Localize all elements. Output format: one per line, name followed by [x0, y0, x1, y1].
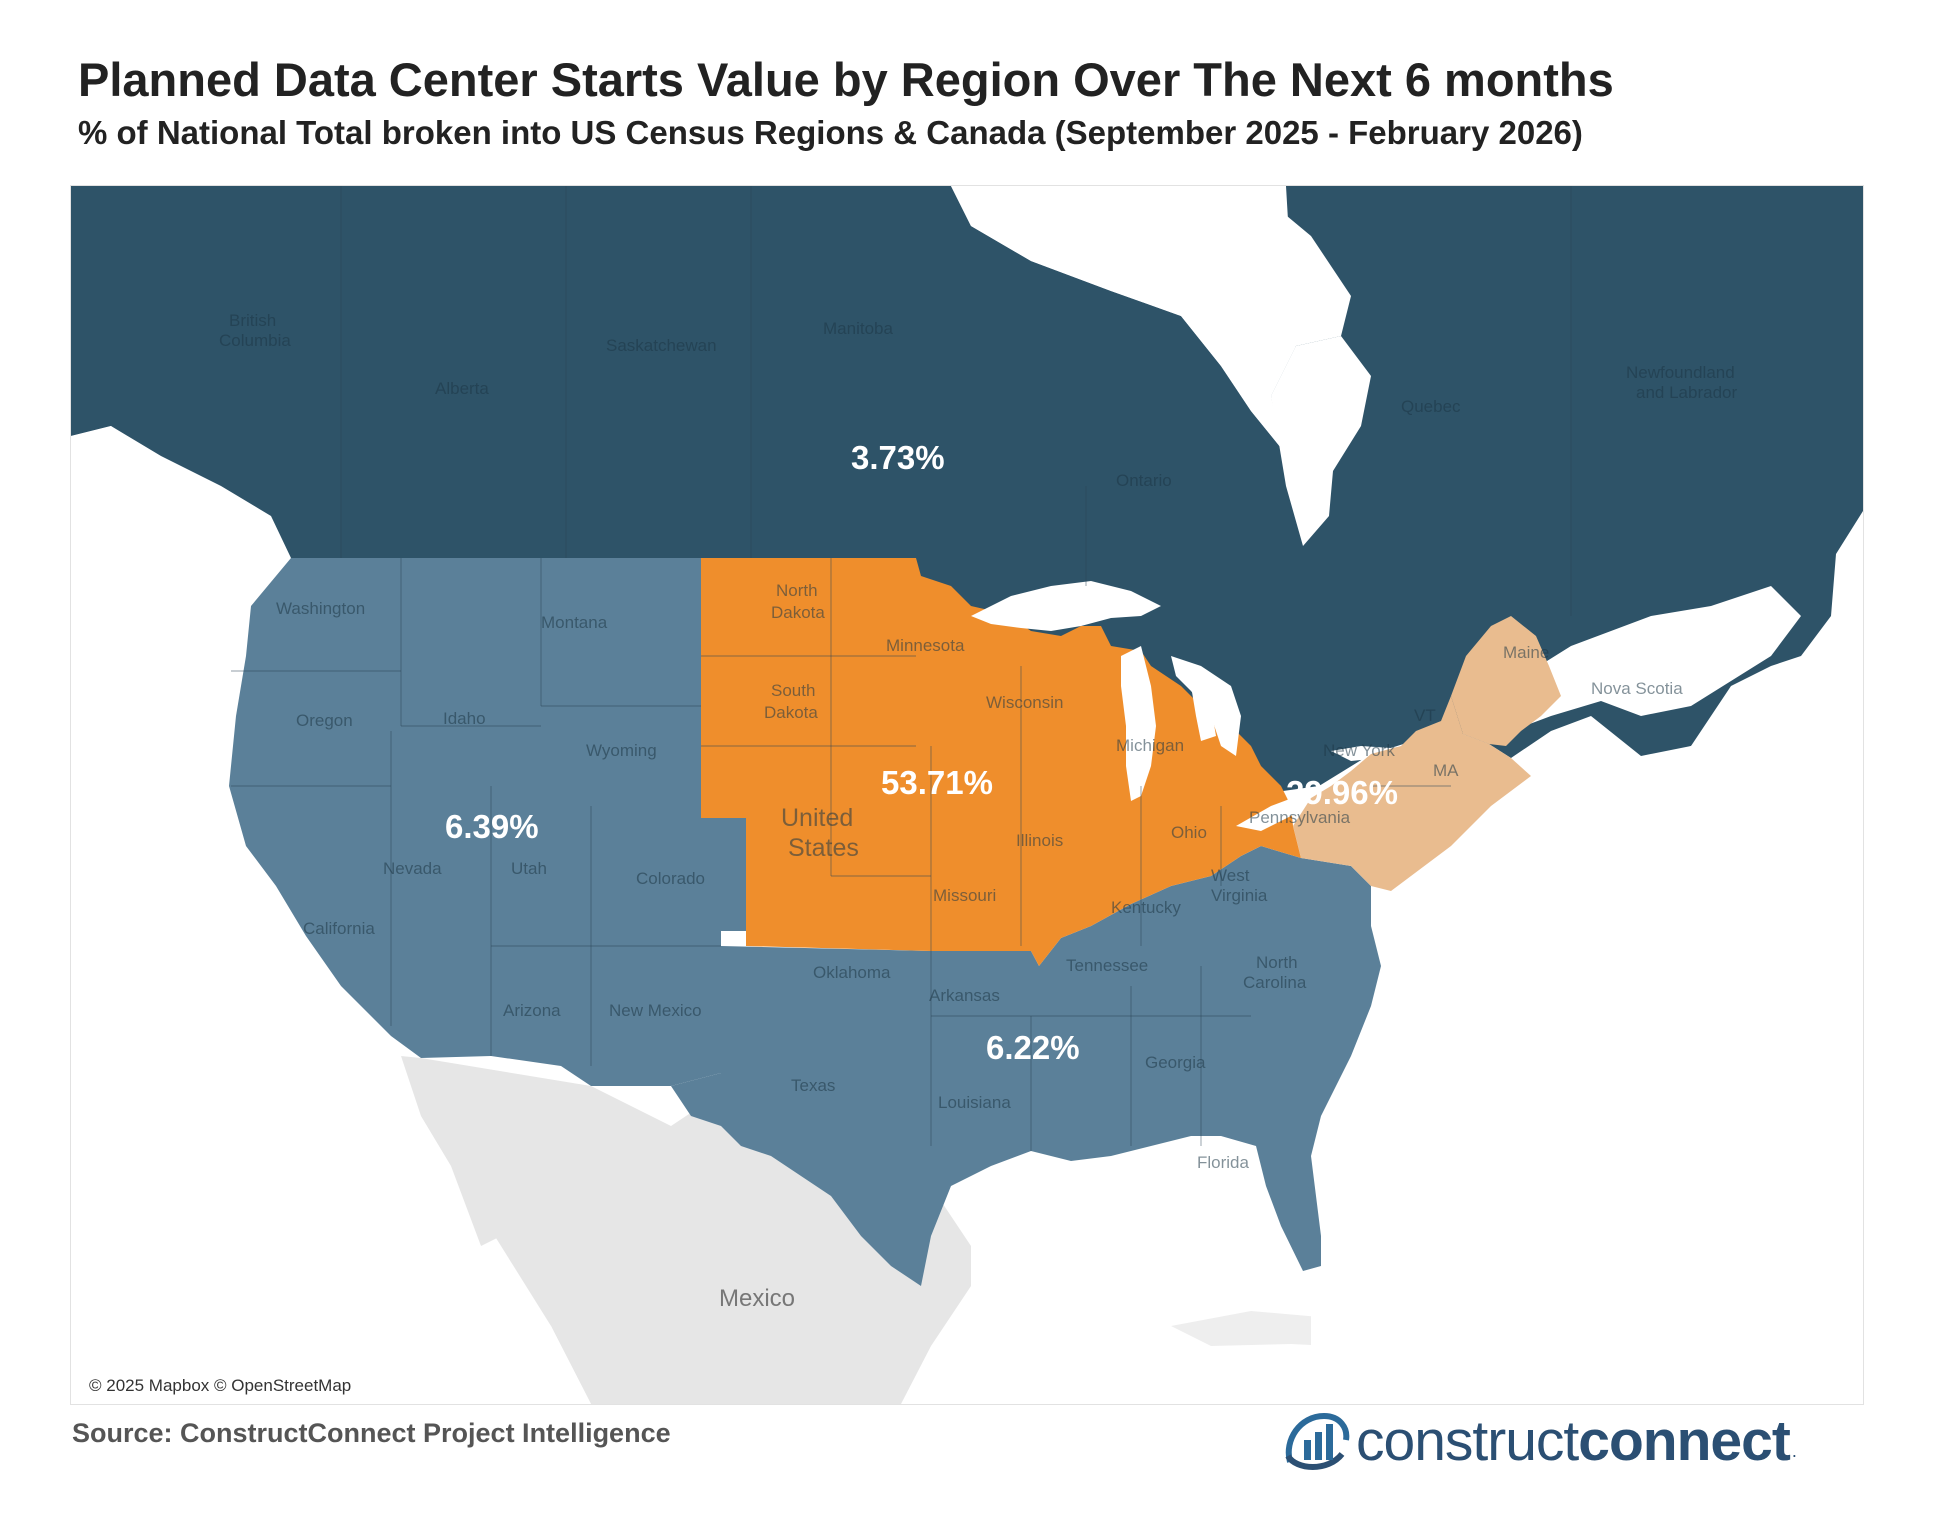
label-ohio: Ohio [1171, 823, 1207, 842]
lake-michigan [1121, 646, 1156, 801]
label-north-carolina-1: North [1256, 953, 1298, 972]
james-bay [1271, 336, 1371, 546]
region-midwest[interactable] [701, 558, 1301, 966]
atlantic-ocean [1311, 676, 1863, 1404]
label-arkansas: Arkansas [929, 986, 1000, 1005]
label-united-states-2: States [788, 834, 859, 862]
gulf-st-lawrence [1491, 586, 1801, 731]
label-british-columbia-2: Columbia [219, 331, 291, 350]
label-south-dakota-2: Dakota [764, 703, 818, 722]
label-missouri: Missouri [933, 886, 996, 905]
label-wyoming: Wyoming [586, 741, 657, 760]
label-california: California [303, 919, 375, 938]
label-new-york: New York [1323, 741, 1395, 760]
label-arizona: Arizona [503, 1001, 561, 1020]
region-west[interactable] [229, 558, 746, 1086]
source-note: Source: ConstructConnect Project Intelli… [72, 1418, 671, 1448]
label-colorado: Colorado [636, 869, 705, 888]
label-minnesota: Minnesota [886, 636, 965, 655]
label-saskatchewan: Saskatchewan [606, 336, 717, 355]
label-pennsylvania: Pennsylvania [1249, 808, 1351, 827]
lake-erie [1236, 786, 1331, 831]
constructconnect-logo: construct connect . [1282, 1406, 1797, 1476]
label-texas: Texas [791, 1076, 835, 1095]
label-wisconsin: Wisconsin [986, 693, 1063, 712]
label-north-carolina-2: Carolina [1243, 973, 1307, 992]
label-florida: Florida [1197, 1153, 1250, 1172]
region-northeast[interactable] [1293, 696, 1531, 891]
label-idaho: Idaho [443, 709, 486, 728]
map-panel[interactable]: British Columbia Alberta Saskatchewan Ma… [70, 185, 1864, 1405]
label-illinois: Illinois [1016, 831, 1063, 850]
region-canada[interactable] [71, 186, 1863, 846]
place-labels: British Columbia Alberta Saskatchewan Ma… [219, 311, 1737, 1312]
label-tennessee: Tennessee [1066, 956, 1148, 975]
maine-shape [1451, 616, 1561, 746]
label-oklahoma: Oklahoma [813, 963, 891, 982]
label-georgia: Georgia [1145, 1053, 1206, 1072]
map-attribution[interactable]: © 2025 Mapbox © OpenStreetMap [85, 1376, 356, 1396]
logo-text-construct: construct [1356, 1409, 1579, 1473]
logo-dot: . [1791, 1441, 1797, 1461]
label-washington: Washington [276, 599, 365, 618]
label-new-mexico: New Mexico [609, 1001, 702, 1020]
label-nevada: Nevada [383, 859, 442, 878]
label-ma: MA [1433, 761, 1459, 780]
chart-title: Planned Data Center Starts Value by Regi… [78, 53, 1614, 106]
pct-label-west: 6.39% [445, 808, 539, 845]
label-montana: Montana [541, 613, 608, 632]
label-north-dakota-2: Dakota [771, 603, 825, 622]
label-west-virginia-1: West [1211, 866, 1250, 885]
label-quebec: Quebec [1401, 397, 1461, 416]
label-british-columbia-1: British [229, 311, 276, 330]
label-north-dakota-1: North [776, 581, 818, 600]
label-ontario: Ontario [1116, 471, 1172, 490]
chart-subtitle: % of National Total broken into US Censu… [78, 114, 1583, 151]
pct-label-south: 6.22% [986, 1029, 1080, 1066]
region-map[interactable]: British Columbia Alberta Saskatchewan Ma… [71, 186, 1863, 1404]
percentage-labels: 3.73% 53.71% 29.96% 6.39% 6.22% [445, 439, 1398, 1066]
pct-label-canada: 3.73% [851, 439, 945, 476]
label-south-dakota-1: South [771, 681, 815, 700]
pacific-ocean [71, 426, 591, 1404]
pct-label-northeast: 29.96% [1286, 774, 1398, 811]
boundary-lines [231, 186, 1572, 1151]
pct-label-midwest: 53.71% [881, 764, 993, 801]
label-louisiana: Louisiana [938, 1093, 1011, 1112]
logo-text-connect: connect [1578, 1409, 1791, 1473]
label-united-states-1: United [781, 804, 853, 832]
lake-superior [971, 581, 1161, 631]
label-newfoundland-2: and Labrador [1636, 383, 1737, 402]
region-south[interactable] [671, 846, 1381, 1286]
label-nova-scotia: Nova Scotia [1591, 679, 1683, 698]
logo-mark-icon [1285, 1412, 1350, 1470]
baja-land [401, 1056, 501, 1246]
michigan-thumb-bay [1191, 686, 1216, 741]
label-michigan: Michigan [1116, 736, 1184, 755]
label-oregon: Oregon [296, 711, 353, 730]
label-utah: Utah [511, 859, 547, 878]
label-alberta: Alberta [435, 379, 489, 398]
hudson-bay [951, 186, 1351, 448]
label-maine: Maine [1503, 643, 1549, 662]
label-newfoundland-1: Newfoundland [1626, 363, 1735, 382]
label-manitoba: Manitoba [823, 319, 893, 338]
label-vt: VT [1414, 706, 1436, 725]
label-west-virginia-2: Virginia [1211, 886, 1268, 905]
label-kentucky: Kentucky [1111, 898, 1181, 917]
label-mexico: Mexico [719, 1285, 795, 1312]
